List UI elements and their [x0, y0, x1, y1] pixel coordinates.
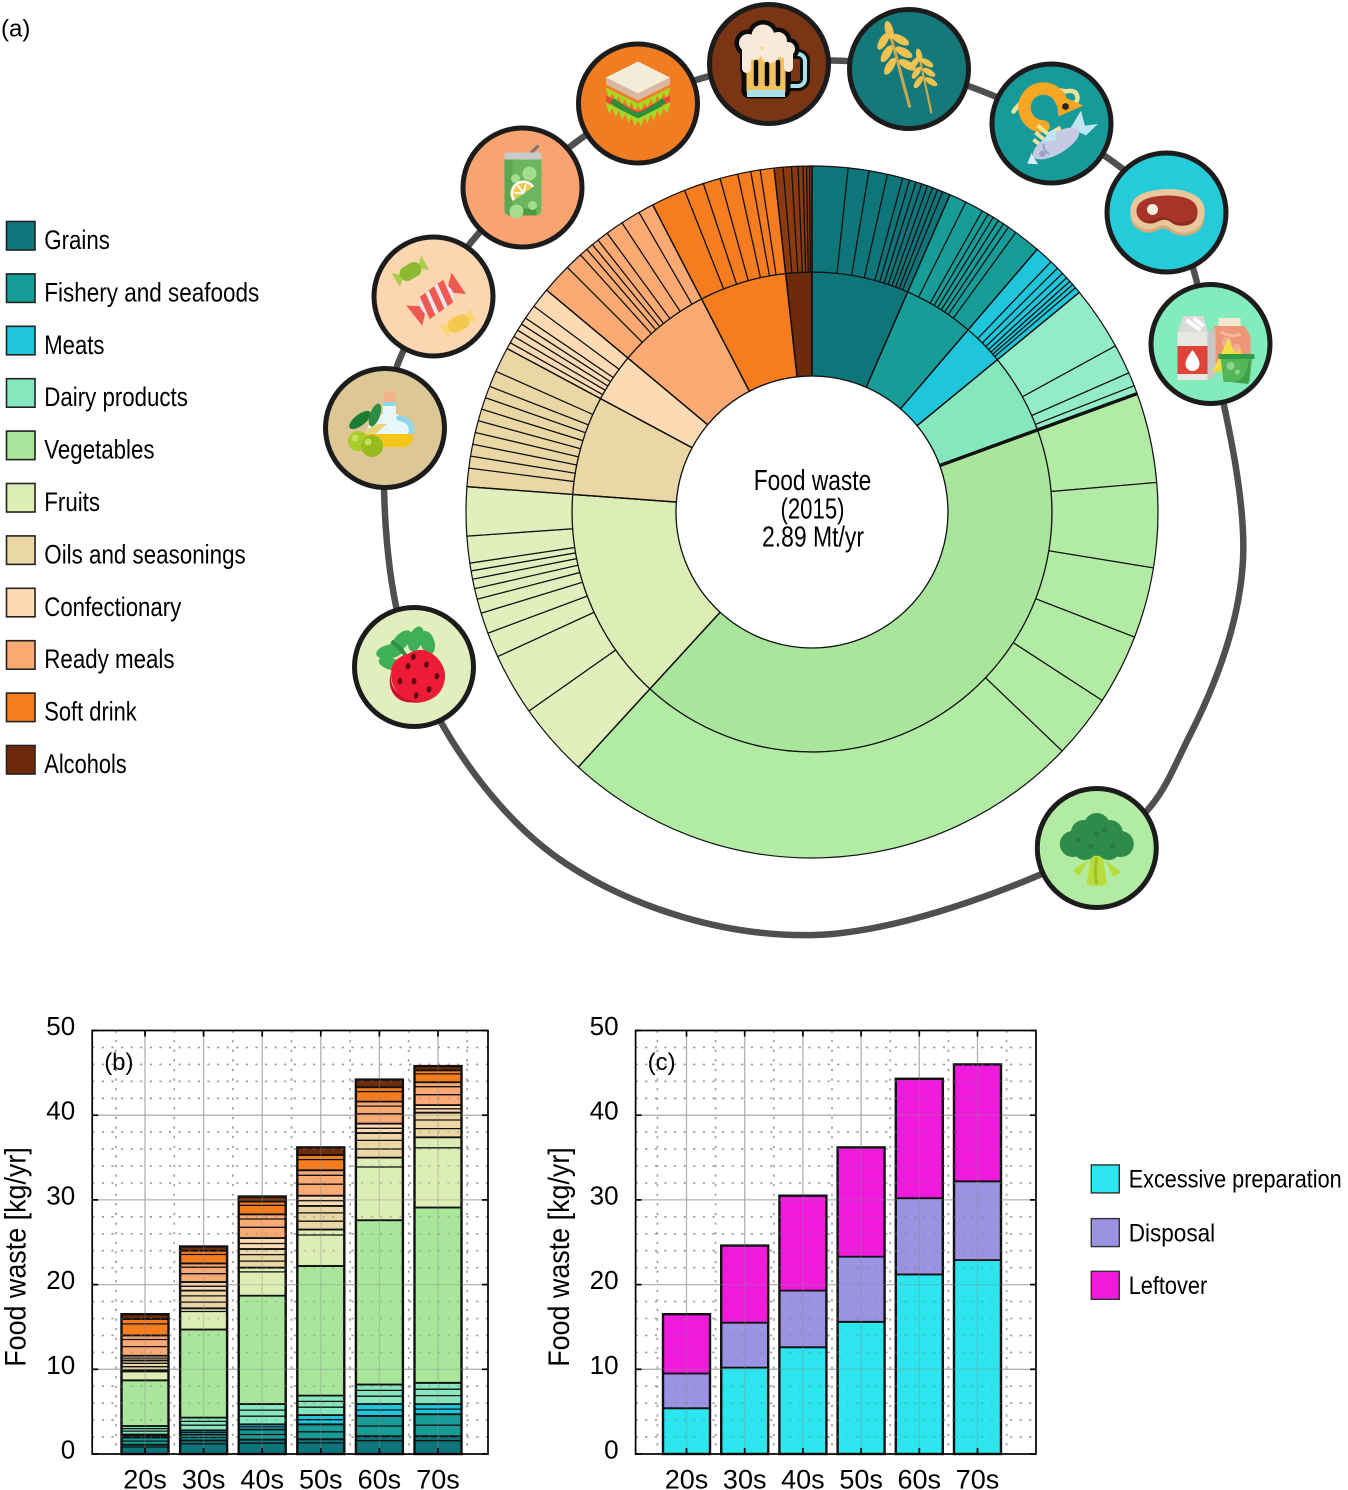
- svg-text:30s: 30s: [723, 1465, 767, 1490]
- svg-text:40: 40: [590, 1096, 619, 1126]
- svg-text:Ready meals: Ready meals: [44, 644, 174, 674]
- svg-text:10: 10: [46, 1350, 75, 1380]
- svg-text:40s: 40s: [240, 1465, 284, 1490]
- svg-text:Excessive preparation: Excessive preparation: [1129, 1166, 1342, 1194]
- svg-text:60s: 60s: [358, 1465, 402, 1490]
- svg-text:10: 10: [590, 1350, 619, 1380]
- svg-text:Food waste [kg/yr]: Food waste [kg/yr]: [0, 1147, 33, 1367]
- svg-text:Meats: Meats: [44, 330, 104, 360]
- svg-text:30: 30: [590, 1180, 619, 1210]
- svg-text:40: 40: [46, 1096, 75, 1126]
- svg-text:Dairy products: Dairy products: [44, 382, 188, 412]
- svg-text:70s: 70s: [956, 1465, 1000, 1490]
- svg-text:30s: 30s: [182, 1465, 226, 1490]
- svg-text:2.89 Mt/yr: 2.89 Mt/yr: [762, 522, 864, 554]
- svg-text:20: 20: [46, 1265, 75, 1295]
- svg-text:Vegetables: Vegetables: [44, 435, 154, 465]
- svg-text:Fishery and seafoods: Fishery and seafoods: [44, 277, 259, 307]
- svg-text:Leftover: Leftover: [1129, 1272, 1208, 1300]
- svg-text:Soft drink: Soft drink: [44, 697, 137, 727]
- svg-text:Food waste: Food waste: [754, 465, 872, 497]
- svg-text:20s: 20s: [123, 1465, 167, 1490]
- svg-text:(2015): (2015): [781, 493, 845, 525]
- svg-text:Food waste [kg/yr]: Food waste [kg/yr]: [543, 1147, 576, 1367]
- svg-text:50s: 50s: [839, 1465, 883, 1490]
- svg-text:(a): (a): [1, 16, 30, 43]
- svg-text:Oils and seasonings: Oils and seasonings: [44, 539, 245, 569]
- svg-text:20s: 20s: [665, 1465, 709, 1490]
- svg-text:50s: 50s: [299, 1465, 343, 1490]
- svg-text:50: 50: [590, 1011, 619, 1041]
- svg-text:0: 0: [604, 1435, 618, 1465]
- svg-text:50: 50: [46, 1011, 75, 1041]
- svg-text:Confectionary: Confectionary: [44, 592, 181, 622]
- svg-text:40s: 40s: [781, 1465, 825, 1490]
- svg-text:Grains: Grains: [44, 225, 110, 255]
- svg-text:0: 0: [61, 1435, 75, 1465]
- svg-text:(b): (b): [104, 1049, 133, 1076]
- svg-text:20: 20: [590, 1265, 619, 1295]
- svg-text:30: 30: [46, 1180, 75, 1210]
- svg-text:(c): (c): [648, 1049, 676, 1076]
- svg-text:Fruits: Fruits: [44, 487, 100, 517]
- svg-text:Alcohols: Alcohols: [44, 749, 126, 779]
- svg-text:70s: 70s: [416, 1465, 460, 1490]
- svg-text:60s: 60s: [898, 1465, 942, 1490]
- svg-text:Disposal: Disposal: [1129, 1219, 1216, 1247]
